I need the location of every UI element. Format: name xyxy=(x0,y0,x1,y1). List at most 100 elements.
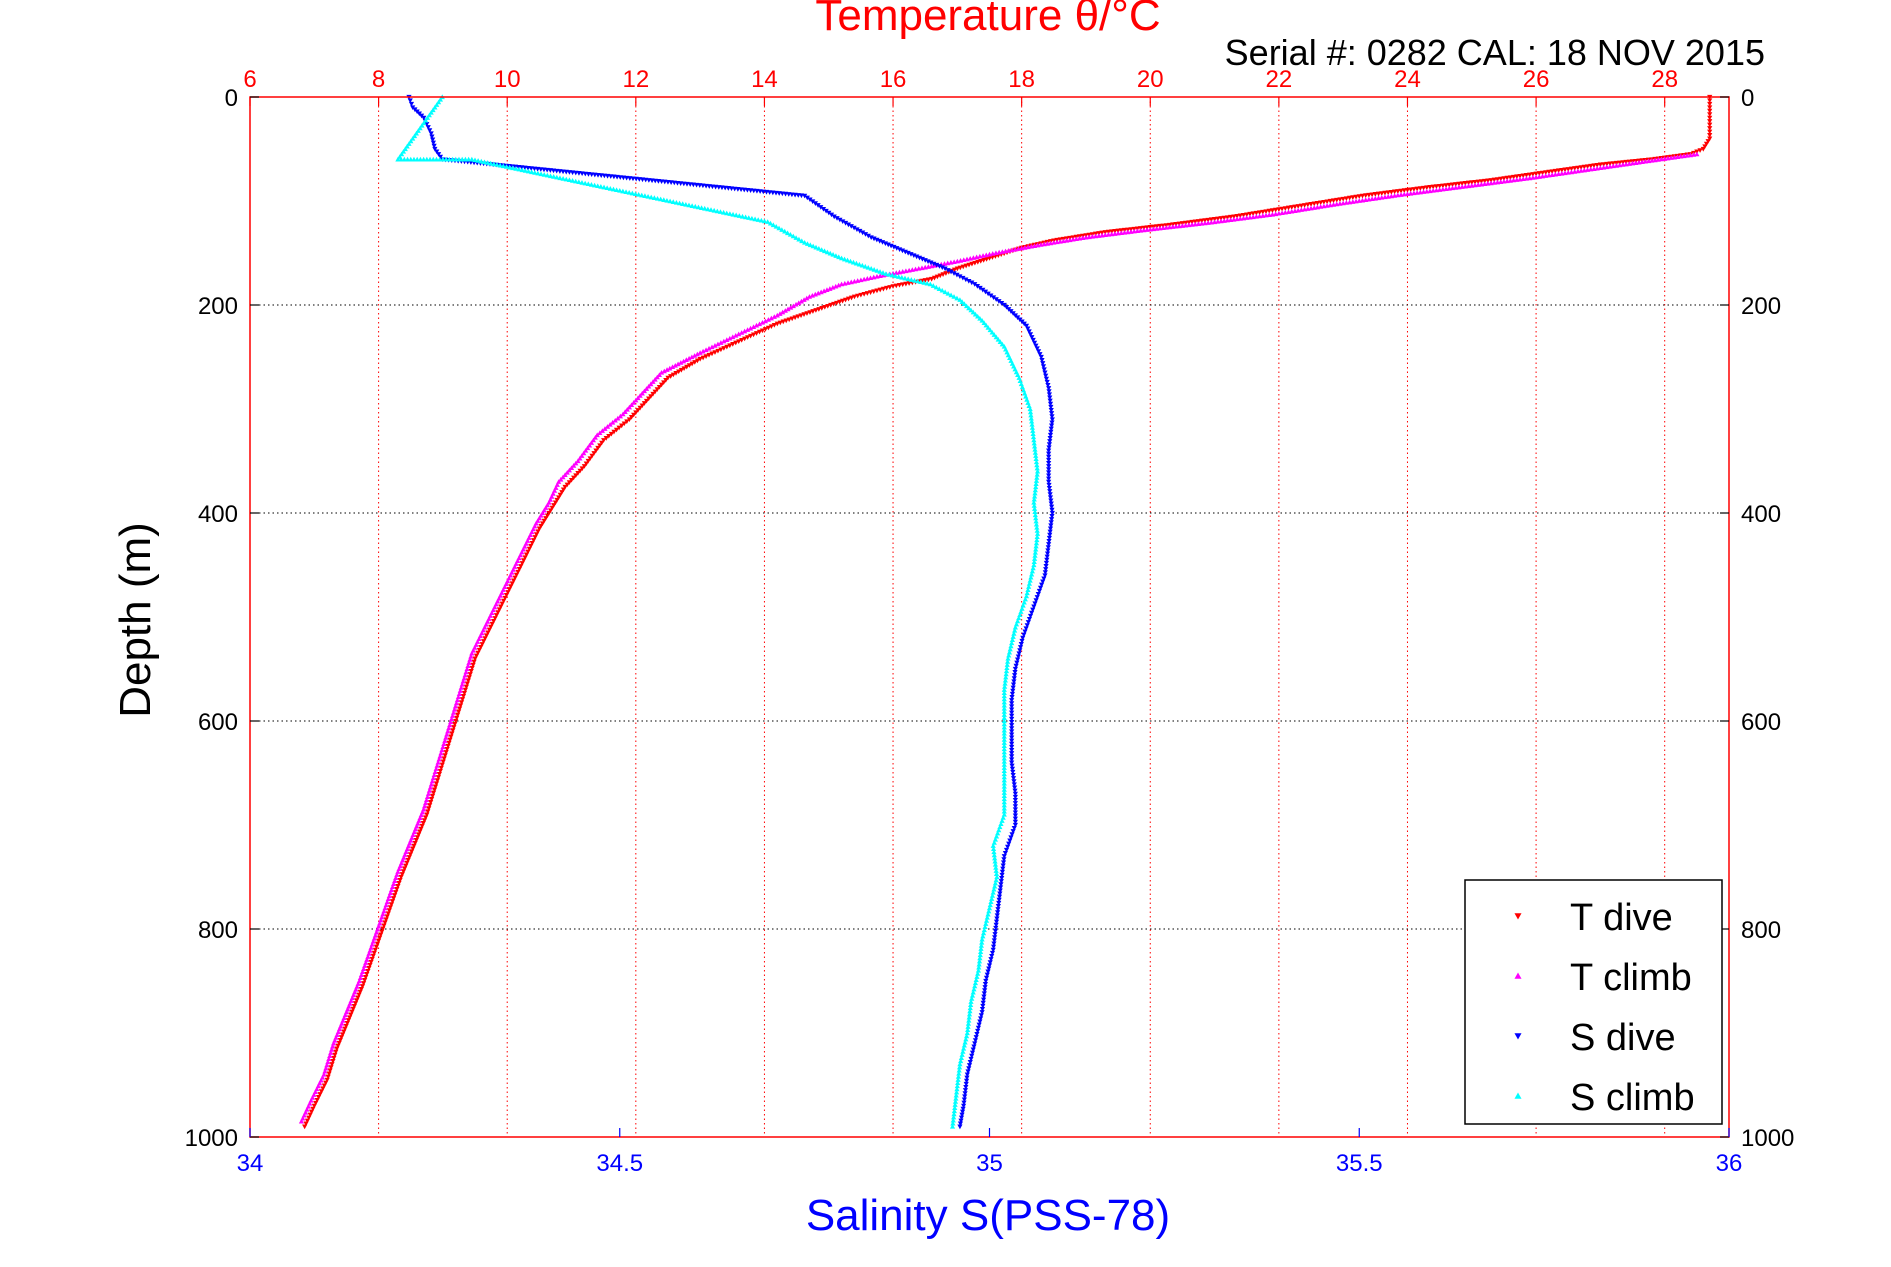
data-point xyxy=(427,128,433,133)
data-point xyxy=(747,325,754,331)
data-point xyxy=(436,771,442,777)
data-point xyxy=(654,195,661,201)
data-point xyxy=(996,249,1002,255)
data-point xyxy=(340,1032,346,1038)
data-point xyxy=(1023,626,1029,632)
data-point xyxy=(306,1115,312,1121)
data-point xyxy=(538,523,544,529)
data-point xyxy=(1678,153,1684,159)
data-point xyxy=(899,248,906,254)
data-point xyxy=(624,406,630,412)
data-point xyxy=(826,210,832,216)
data-point xyxy=(387,905,393,910)
data-point xyxy=(916,266,922,271)
data-point xyxy=(428,110,434,115)
data-point xyxy=(1046,539,1052,544)
data-point xyxy=(948,269,954,275)
data-point xyxy=(960,275,966,281)
data-point xyxy=(341,1029,347,1035)
data-point xyxy=(736,331,742,337)
data-point xyxy=(541,518,547,524)
data-point xyxy=(1048,407,1054,413)
data-point xyxy=(977,952,983,958)
data-point xyxy=(1687,152,1694,158)
data-point xyxy=(993,868,999,873)
data-point xyxy=(1009,713,1015,719)
data-point xyxy=(918,279,924,285)
data-point xyxy=(765,219,771,224)
data-point xyxy=(1042,370,1048,376)
data-point xyxy=(472,656,478,662)
data-point xyxy=(1707,126,1713,131)
data-point xyxy=(1083,234,1089,240)
data-point xyxy=(1301,206,1308,212)
data-point xyxy=(804,195,810,201)
data-point xyxy=(478,644,484,650)
data-point xyxy=(1027,332,1034,337)
data-point xyxy=(1038,242,1044,247)
data-point xyxy=(418,826,424,832)
data-point xyxy=(995,907,1001,912)
data-point xyxy=(1250,214,1256,220)
data-point xyxy=(1005,656,1011,661)
data-point xyxy=(824,249,830,255)
data-point xyxy=(1353,198,1359,204)
legend-box xyxy=(1464,879,1723,1125)
data-point xyxy=(1070,236,1076,242)
data-point xyxy=(486,627,492,633)
data-point xyxy=(1001,765,1007,770)
data-point xyxy=(619,423,625,429)
data-point xyxy=(1703,141,1710,147)
tick-label-temperature: 22 xyxy=(1266,66,1293,93)
data-point xyxy=(356,992,362,998)
data-point xyxy=(1032,601,1038,607)
data-point xyxy=(963,1036,969,1042)
data-point xyxy=(798,298,805,304)
data-point xyxy=(964,1030,970,1036)
data-point xyxy=(516,166,522,172)
data-point xyxy=(330,1043,336,1049)
data-point xyxy=(326,1056,332,1062)
data-point xyxy=(969,996,975,1001)
data-point xyxy=(930,283,936,288)
data-point xyxy=(464,681,470,687)
tick-label-depth-left: 200 xyxy=(198,293,238,320)
data-point xyxy=(1047,398,1053,404)
data-point xyxy=(1009,832,1015,837)
tick-label-depth-right: 400 xyxy=(1741,501,1781,528)
data-point xyxy=(905,276,911,282)
data-point xyxy=(883,271,889,276)
data-point xyxy=(953,1092,959,1098)
data-point xyxy=(1154,226,1160,231)
data-point xyxy=(765,325,771,331)
data-point xyxy=(1530,175,1536,180)
data-point xyxy=(1382,194,1388,200)
data-point xyxy=(982,289,989,295)
data-point xyxy=(458,685,464,690)
data-point xyxy=(331,1055,337,1061)
data-point xyxy=(1076,235,1083,241)
data-point xyxy=(452,703,459,709)
data-point xyxy=(348,1012,354,1018)
data-point xyxy=(965,1024,971,1029)
data-point xyxy=(518,564,524,569)
data-point xyxy=(1047,526,1054,532)
data-point xyxy=(1029,425,1035,430)
data-point xyxy=(1010,682,1017,688)
data-point xyxy=(533,532,540,537)
data-point xyxy=(1475,182,1481,187)
data-point xyxy=(1366,196,1372,202)
data-point xyxy=(543,516,549,521)
data-point xyxy=(428,781,434,787)
data-point xyxy=(1086,234,1092,240)
data-point xyxy=(988,293,994,299)
data-point xyxy=(473,653,480,659)
data-point xyxy=(1420,189,1427,194)
data-point xyxy=(1009,719,1015,725)
data-point xyxy=(439,747,445,753)
legend-label: T climb xyxy=(1570,957,1692,999)
data-point xyxy=(692,360,698,365)
data-point xyxy=(983,975,990,981)
data-point xyxy=(1102,232,1108,238)
data-point xyxy=(1179,223,1186,228)
